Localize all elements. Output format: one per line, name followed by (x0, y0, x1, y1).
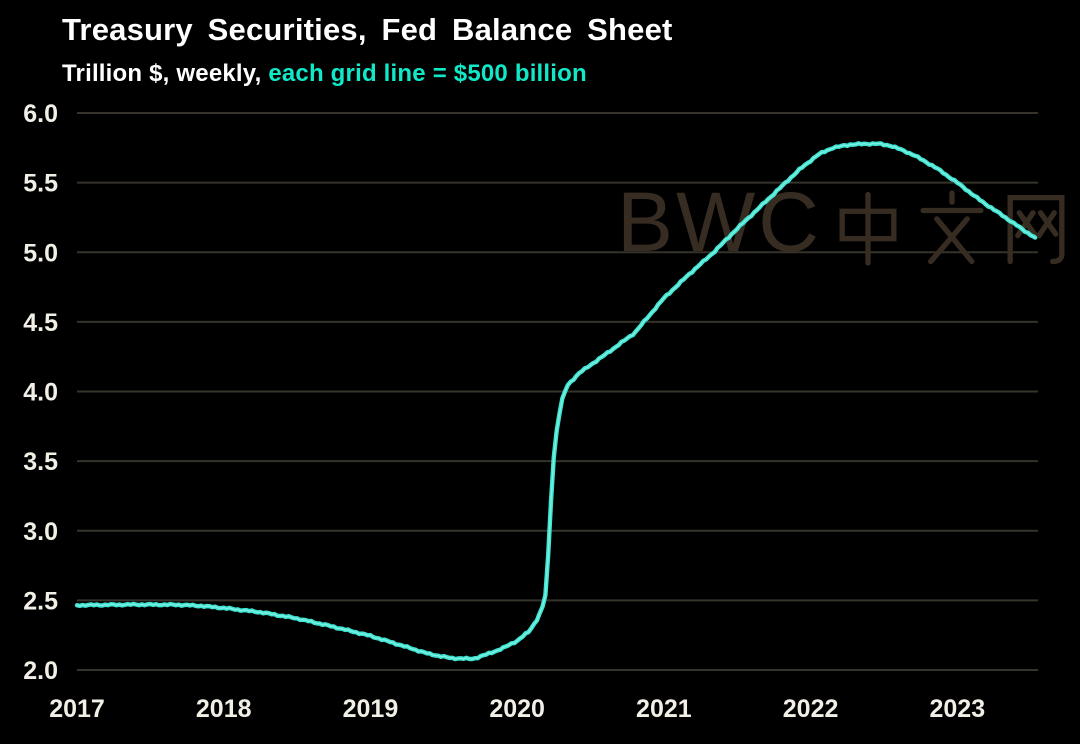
x-tick-label: 2022 (783, 695, 839, 723)
x-tick-label: 2018 (196, 695, 252, 723)
cjk-wang-icon (998, 188, 1074, 268)
y-tick-label: 2.5 (23, 587, 58, 615)
y-tick-label: 4.5 (23, 309, 58, 337)
y-tick-label: 3.0 (23, 518, 58, 546)
y-tick-label: 5.5 (23, 170, 58, 198)
subtitle-plain-text: Trillion $, weekly, (62, 60, 269, 87)
watermark: BWC (617, 175, 1074, 270)
cjk-wen-icon (914, 188, 990, 268)
chart-subtitle: Trillion $, weekly, each grid line = $50… (62, 60, 587, 88)
chart-title: Treasury Securities, Fed Balance Sheet (62, 12, 673, 47)
y-tick-label: 3.5 (23, 448, 58, 476)
y-tick-label: 2.0 (23, 657, 58, 685)
y-tick-label: 4.0 (23, 379, 58, 407)
y-tick-label: 5.0 (23, 239, 58, 267)
cjk-zhong-icon (830, 188, 906, 268)
x-tick-label: 2023 (929, 695, 985, 723)
watermark-latin-text: BWC (617, 175, 822, 269)
x-tick-label: 2019 (343, 695, 399, 723)
x-tick-label: 2020 (489, 695, 545, 723)
x-tick-label: 2021 (636, 695, 692, 723)
subtitle-gridline-note: each grid line = $500 billion (268, 60, 587, 87)
y-tick-label: 6.0 (23, 100, 58, 128)
x-tick-label: 2017 (49, 695, 105, 723)
